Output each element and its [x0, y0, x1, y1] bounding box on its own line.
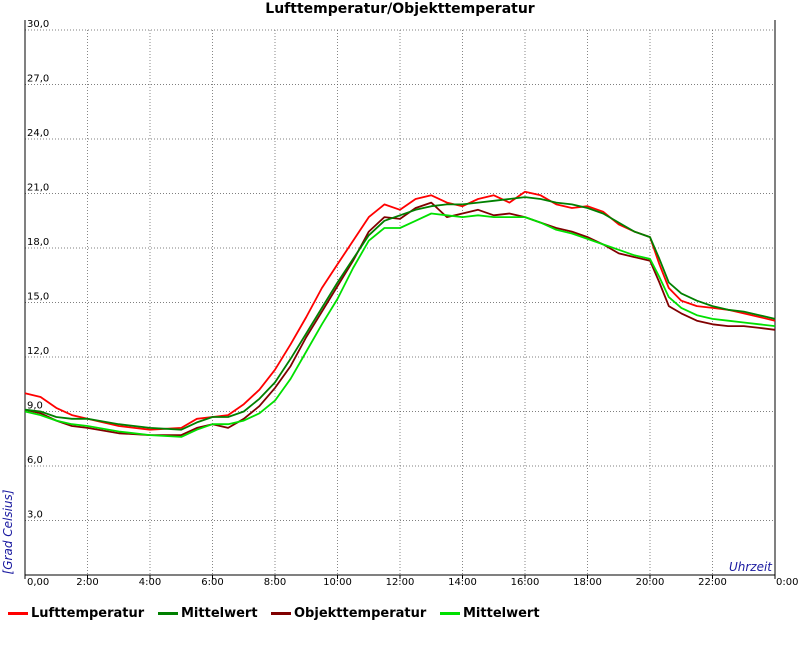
chart-grid [25, 29, 775, 575]
x-axis-ticks: 0,00 2:00 4:00 6:00 8:00 10:00 12:00 14:00 16:00… [24, 575, 798, 588]
x-tick-label: 20:00 [636, 577, 665, 588]
legend-swatch [440, 612, 460, 615]
y-axis-ticks: 3,0 6,0 9,0 12,0 15,0 18,0 21,0 24,0 27,0 30,0 [27, 19, 49, 521]
x-tick-label: 8:00 [264, 577, 286, 588]
x-axis-label: Uhrzeit [729, 560, 773, 574]
y-tick-label: 18,0 [27, 237, 49, 248]
x-tick-label: 10:00 [323, 577, 352, 588]
x-tick-label: 4:00 [139, 577, 161, 588]
y-tick-label: 9,0 [27, 401, 43, 412]
series-line-1 [24, 190, 776, 431]
y-tick-label: 6,0 [27, 455, 43, 466]
legend-label: Mittelwert [181, 606, 258, 621]
chart-legend: Lufttemperatur Mittelwert Objekttemperat… [0, 606, 800, 630]
y-tick-label: 27,0 [27, 74, 49, 85]
series-line-2 [24, 196, 776, 431]
chart-title: Lufttemperatur/Objekttemperatur [265, 1, 535, 17]
series-line-4 [24, 212, 776, 438]
legend-label: Lufttemperatur [31, 606, 145, 621]
x-tick-label: 12:00 [386, 577, 415, 588]
series-lines [24, 190, 776, 438]
series-line-3 [24, 201, 776, 436]
x-tick-label: 6:00 [201, 577, 223, 588]
legend-label: Mittelwert [463, 606, 540, 621]
legend-swatch [271, 612, 291, 615]
y-tick-label: 3,0 [27, 510, 43, 521]
y-tick-label: 24,0 [27, 128, 49, 139]
y-tick-label: 21,0 [27, 183, 49, 194]
y-tick-label: 30,0 [27, 19, 49, 30]
legend-item: Lufttemperatur [8, 606, 144, 621]
x-tick-label: 14:00 [448, 577, 477, 588]
y-axis-label: [Grad Celsius] [1, 489, 15, 574]
x-tick-label: 2:00 [76, 577, 98, 588]
legend-label: Objekttemperatur [294, 606, 427, 621]
y-tick-label: 12,0 [27, 346, 49, 357]
x-tick-label: 0,00 [27, 577, 49, 588]
y-tick-label: 15,0 [27, 292, 49, 303]
x-tick-label: 18:00 [573, 577, 602, 588]
legend-item: Mittelwert [158, 606, 258, 621]
x-tick-label: 22:00 [698, 577, 727, 588]
legend-item: Objekttemperatur [271, 606, 426, 621]
legend-swatch [158, 612, 178, 615]
x-tick-label: 0:00 [776, 577, 798, 588]
legend-item: Mittelwert [440, 606, 540, 621]
x-tick-label: 16:00 [511, 577, 540, 588]
legend-swatch [8, 612, 28, 615]
